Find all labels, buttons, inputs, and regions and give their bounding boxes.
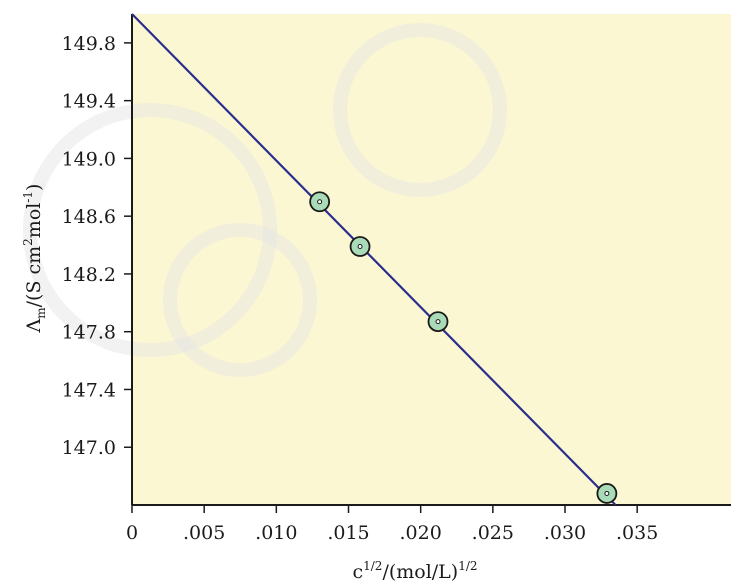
y-axis-title-exponent-1: 2 — [21, 238, 35, 246]
x-tick-label: .005 — [183, 522, 225, 544]
watermark-stroke — [163, 223, 317, 377]
y-tick-label: 149.4 — [62, 91, 116, 113]
data-point-center — [357, 244, 363, 250]
x-tick-label: .020 — [400, 522, 442, 544]
watermark — [23, 23, 507, 377]
x-tick-label: .010 — [255, 522, 297, 544]
x-axis-ticks: 0 .005 .010 .015 .020 .025 .030 .035 — [126, 505, 658, 544]
y-tick-label: 147.4 — [62, 379, 116, 401]
data-point — [349, 236, 371, 257]
y-axis-title-part3: ) — [23, 184, 45, 191]
plot-area-background — [132, 14, 731, 505]
x-axis-title-exponent-2: 1/2 — [458, 559, 477, 573]
y-axis-ticks: 147.0 147.4 147.8 148.2 148.6 149.0 149.4 149.8 — [62, 33, 132, 459]
x-axis-title: c1/2/(mol/L)1/2 — [352, 559, 477, 583]
y-axis-title: Λm/(S cm2mol-1) — [21, 184, 48, 334]
y-axis-title-part2: mol — [23, 203, 45, 239]
x-axis-title-units: /(mol/L) — [382, 561, 458, 583]
y-tick-label: 148.2 — [62, 264, 116, 286]
x-axis-title-exponent-1: 1/2 — [363, 559, 382, 573]
y-tick-label: 149.0 — [62, 148, 116, 170]
y-axis-title-subscript: m — [34, 307, 48, 319]
data-point — [309, 191, 331, 213]
x-tick-label: .030 — [544, 522, 586, 544]
x-tick-label: .015 — [327, 522, 369, 544]
y-tick-label: 147.8 — [62, 322, 116, 344]
x-tick-label: 0 — [126, 522, 138, 544]
plot-series — [131, 13, 618, 506]
x-tick-label: .035 — [616, 522, 658, 544]
y-axis-title-part1: /(S cm — [23, 246, 45, 308]
fit-line — [131, 13, 617, 506]
data-point — [596, 483, 618, 504]
data-point-center — [317, 199, 323, 205]
y-tick-label: 148.6 — [62, 206, 116, 228]
y-axis-title-exponent-2: -1 — [21, 191, 35, 203]
data-point-center — [604, 490, 610, 496]
y-axis-title-lambda: Λ — [23, 318, 45, 333]
data-point — [427, 311, 449, 332]
x-axis-title-base: c — [352, 561, 363, 583]
y-tick-label: 149.8 — [62, 33, 116, 55]
y-tick-label: 147.0 — [62, 437, 116, 459]
data-point-center — [435, 319, 441, 325]
watermark-stroke — [333, 23, 507, 197]
x-tick-label: .025 — [472, 522, 514, 544]
